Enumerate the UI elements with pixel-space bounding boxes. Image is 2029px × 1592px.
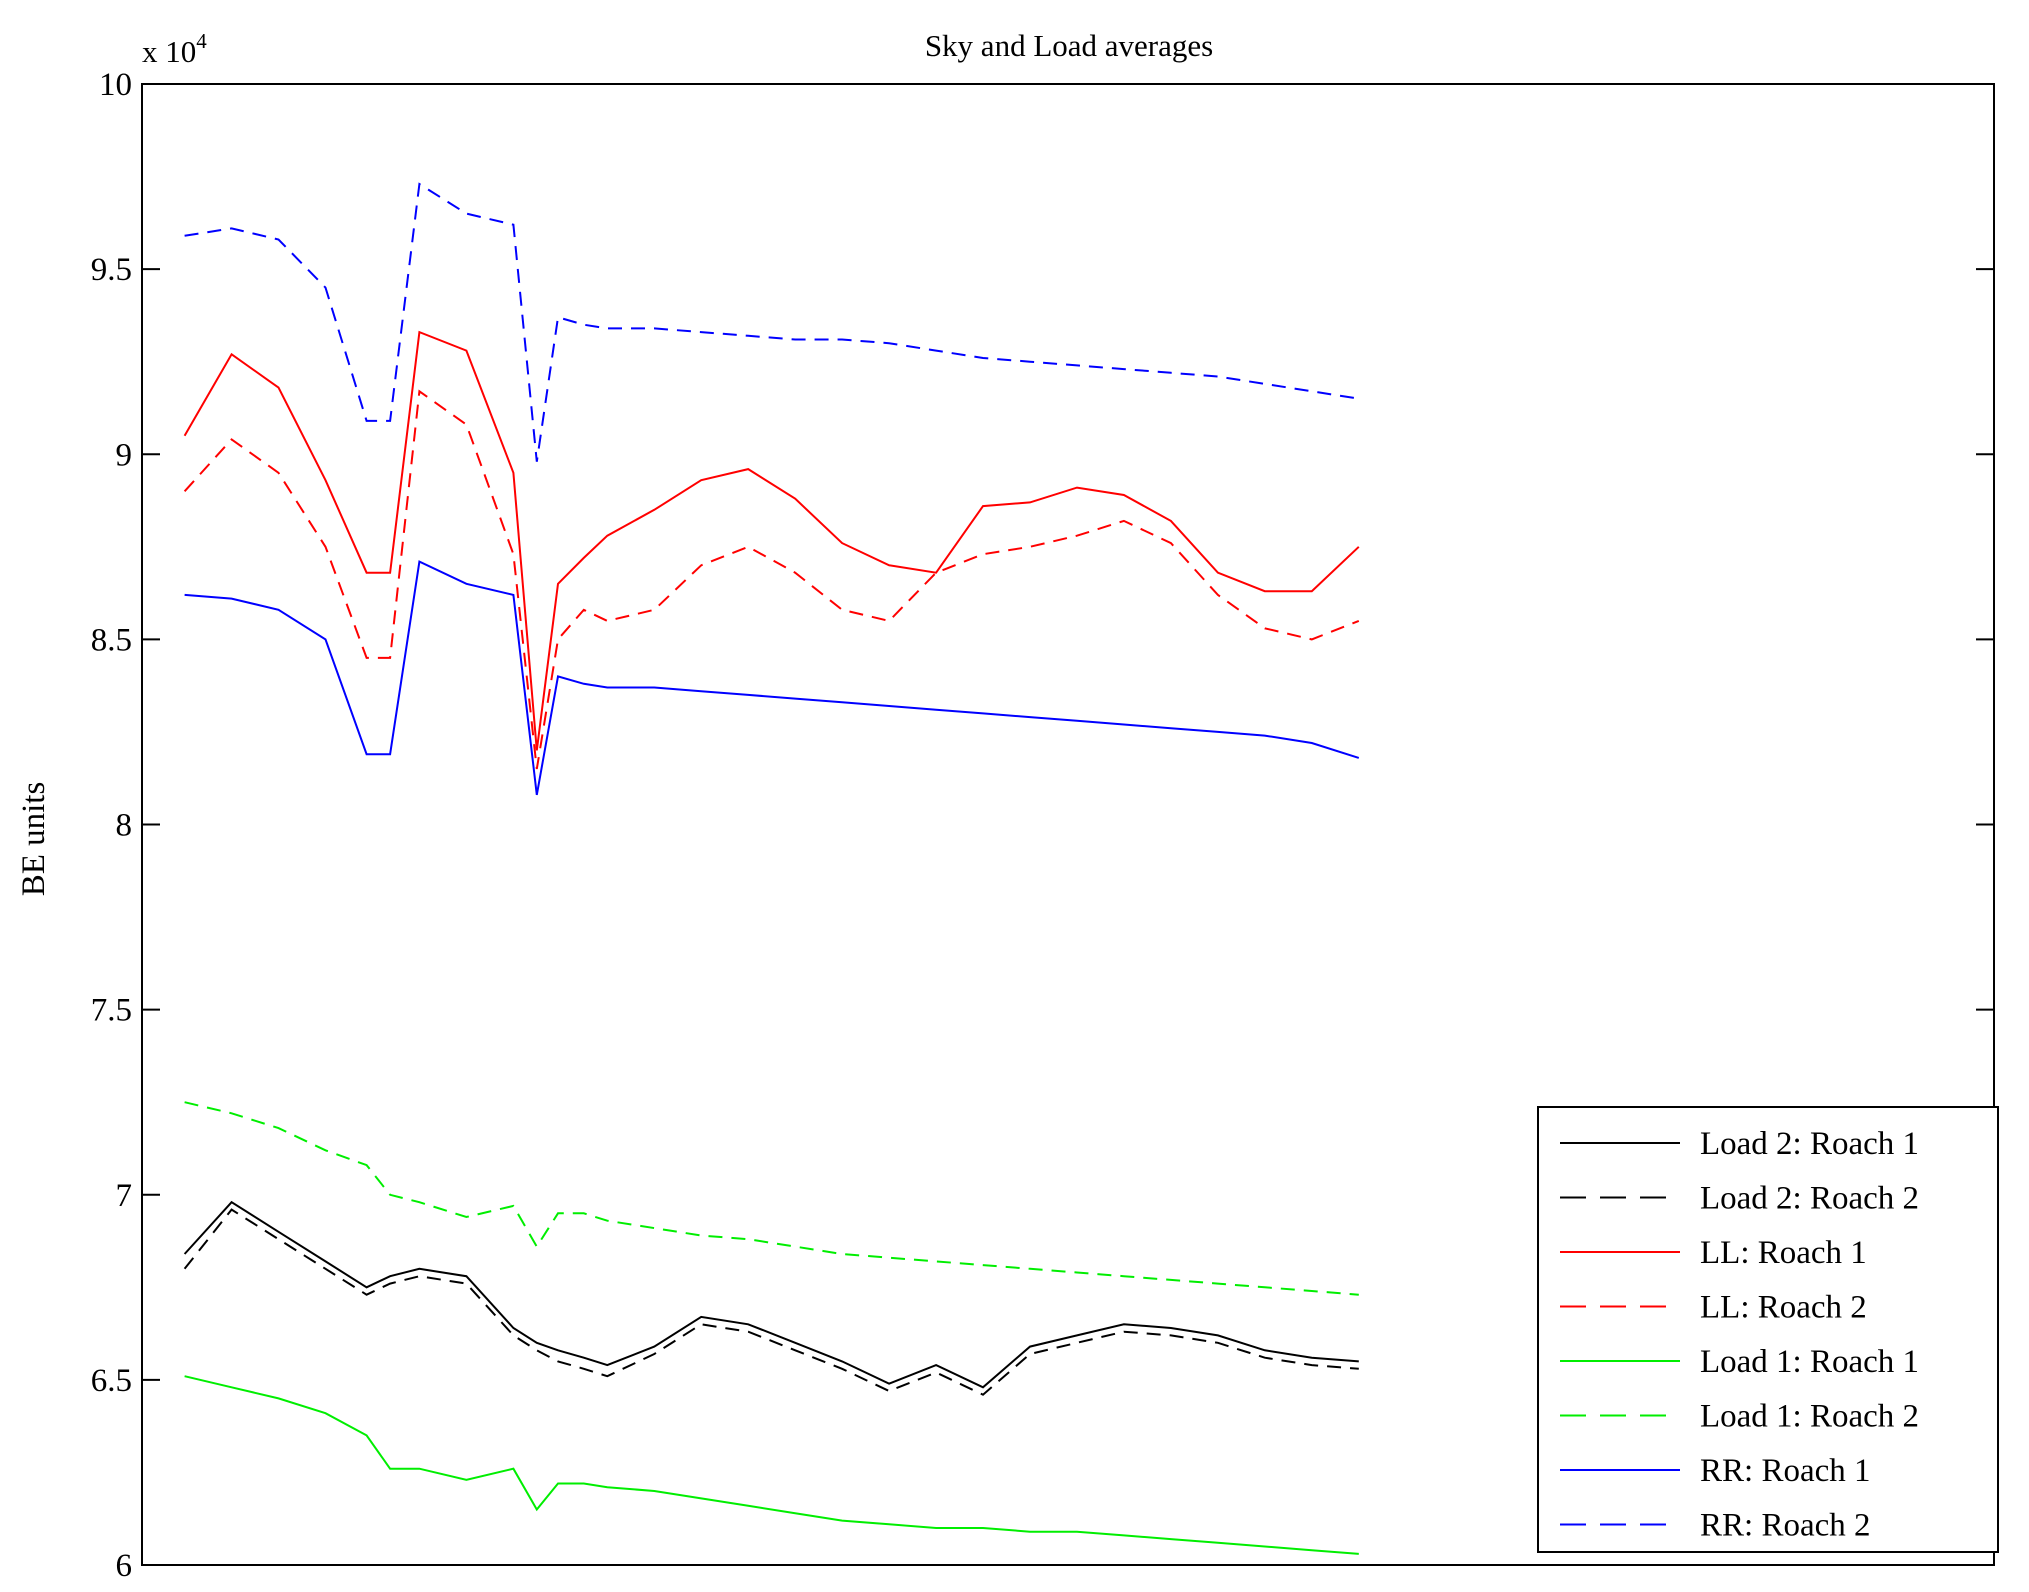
y-multiplier-label: x 104 [142, 29, 207, 69]
legend-label-2: LL: Roach 1 [1700, 1235, 1867, 1271]
legend-box [1537, 1106, 1999, 1553]
series-layer [183, 182, 1360, 1555]
series-line-3 [183, 389, 1360, 770]
series-line-5 [184, 1101, 1359, 1296]
legend-label-0: Load 2: Roach 1 [1700, 1126, 1919, 1162]
legend-label-5: Load 1: Roach 2 [1700, 1399, 1919, 1435]
legend: Load 2: Roach 1 Load 2: Roach 2 LL: Roach … [1537, 1106, 1999, 1553]
legend-label-3: LL: Roach 2 [1700, 1290, 1867, 1326]
series-line-2 [183, 330, 1360, 751]
legend-label-4: Load 1: Roach 1 [1700, 1344, 1919, 1380]
y-tick-label-3: 7.5 [91, 993, 132, 1029]
y-tick-label-1: 6.5 [91, 1363, 132, 1399]
y-axis-label: BE units [16, 782, 52, 897]
y-tick-label-2: 7 [116, 1178, 133, 1214]
y-tick-label-6: 9 [116, 437, 133, 473]
y-tick-label-8: 10 [99, 67, 132, 103]
series-line-0 [183, 1200, 1359, 1389]
legend-label-1: Load 2: Roach 2 [1700, 1181, 1919, 1217]
y-tick-label-4: 8 [116, 808, 133, 844]
y-tick-label-5: 8.5 [91, 622, 132, 658]
chart-title: Sky and Load averages [925, 28, 1213, 63]
series-line-6 [184, 560, 1360, 796]
y-tick-label-0: 6 [116, 1548, 133, 1584]
legend-label-6: RR: Roach 1 [1700, 1453, 1871, 1489]
y-tick-label-7: 9.5 [91, 252, 132, 288]
y-multiplier-exponent: 4 [196, 29, 207, 53]
y-multiplier-base: x 10 [142, 34, 196, 69]
series-line-4 [184, 1375, 1359, 1555]
series-line-7 [184, 182, 1359, 462]
axes-layer: 6 6.5 7 7.5 8 8.5 9 9.5 10 [91, 67, 1995, 1584]
legend-label-7: RR: Roach 2 [1700, 1508, 1871, 1544]
